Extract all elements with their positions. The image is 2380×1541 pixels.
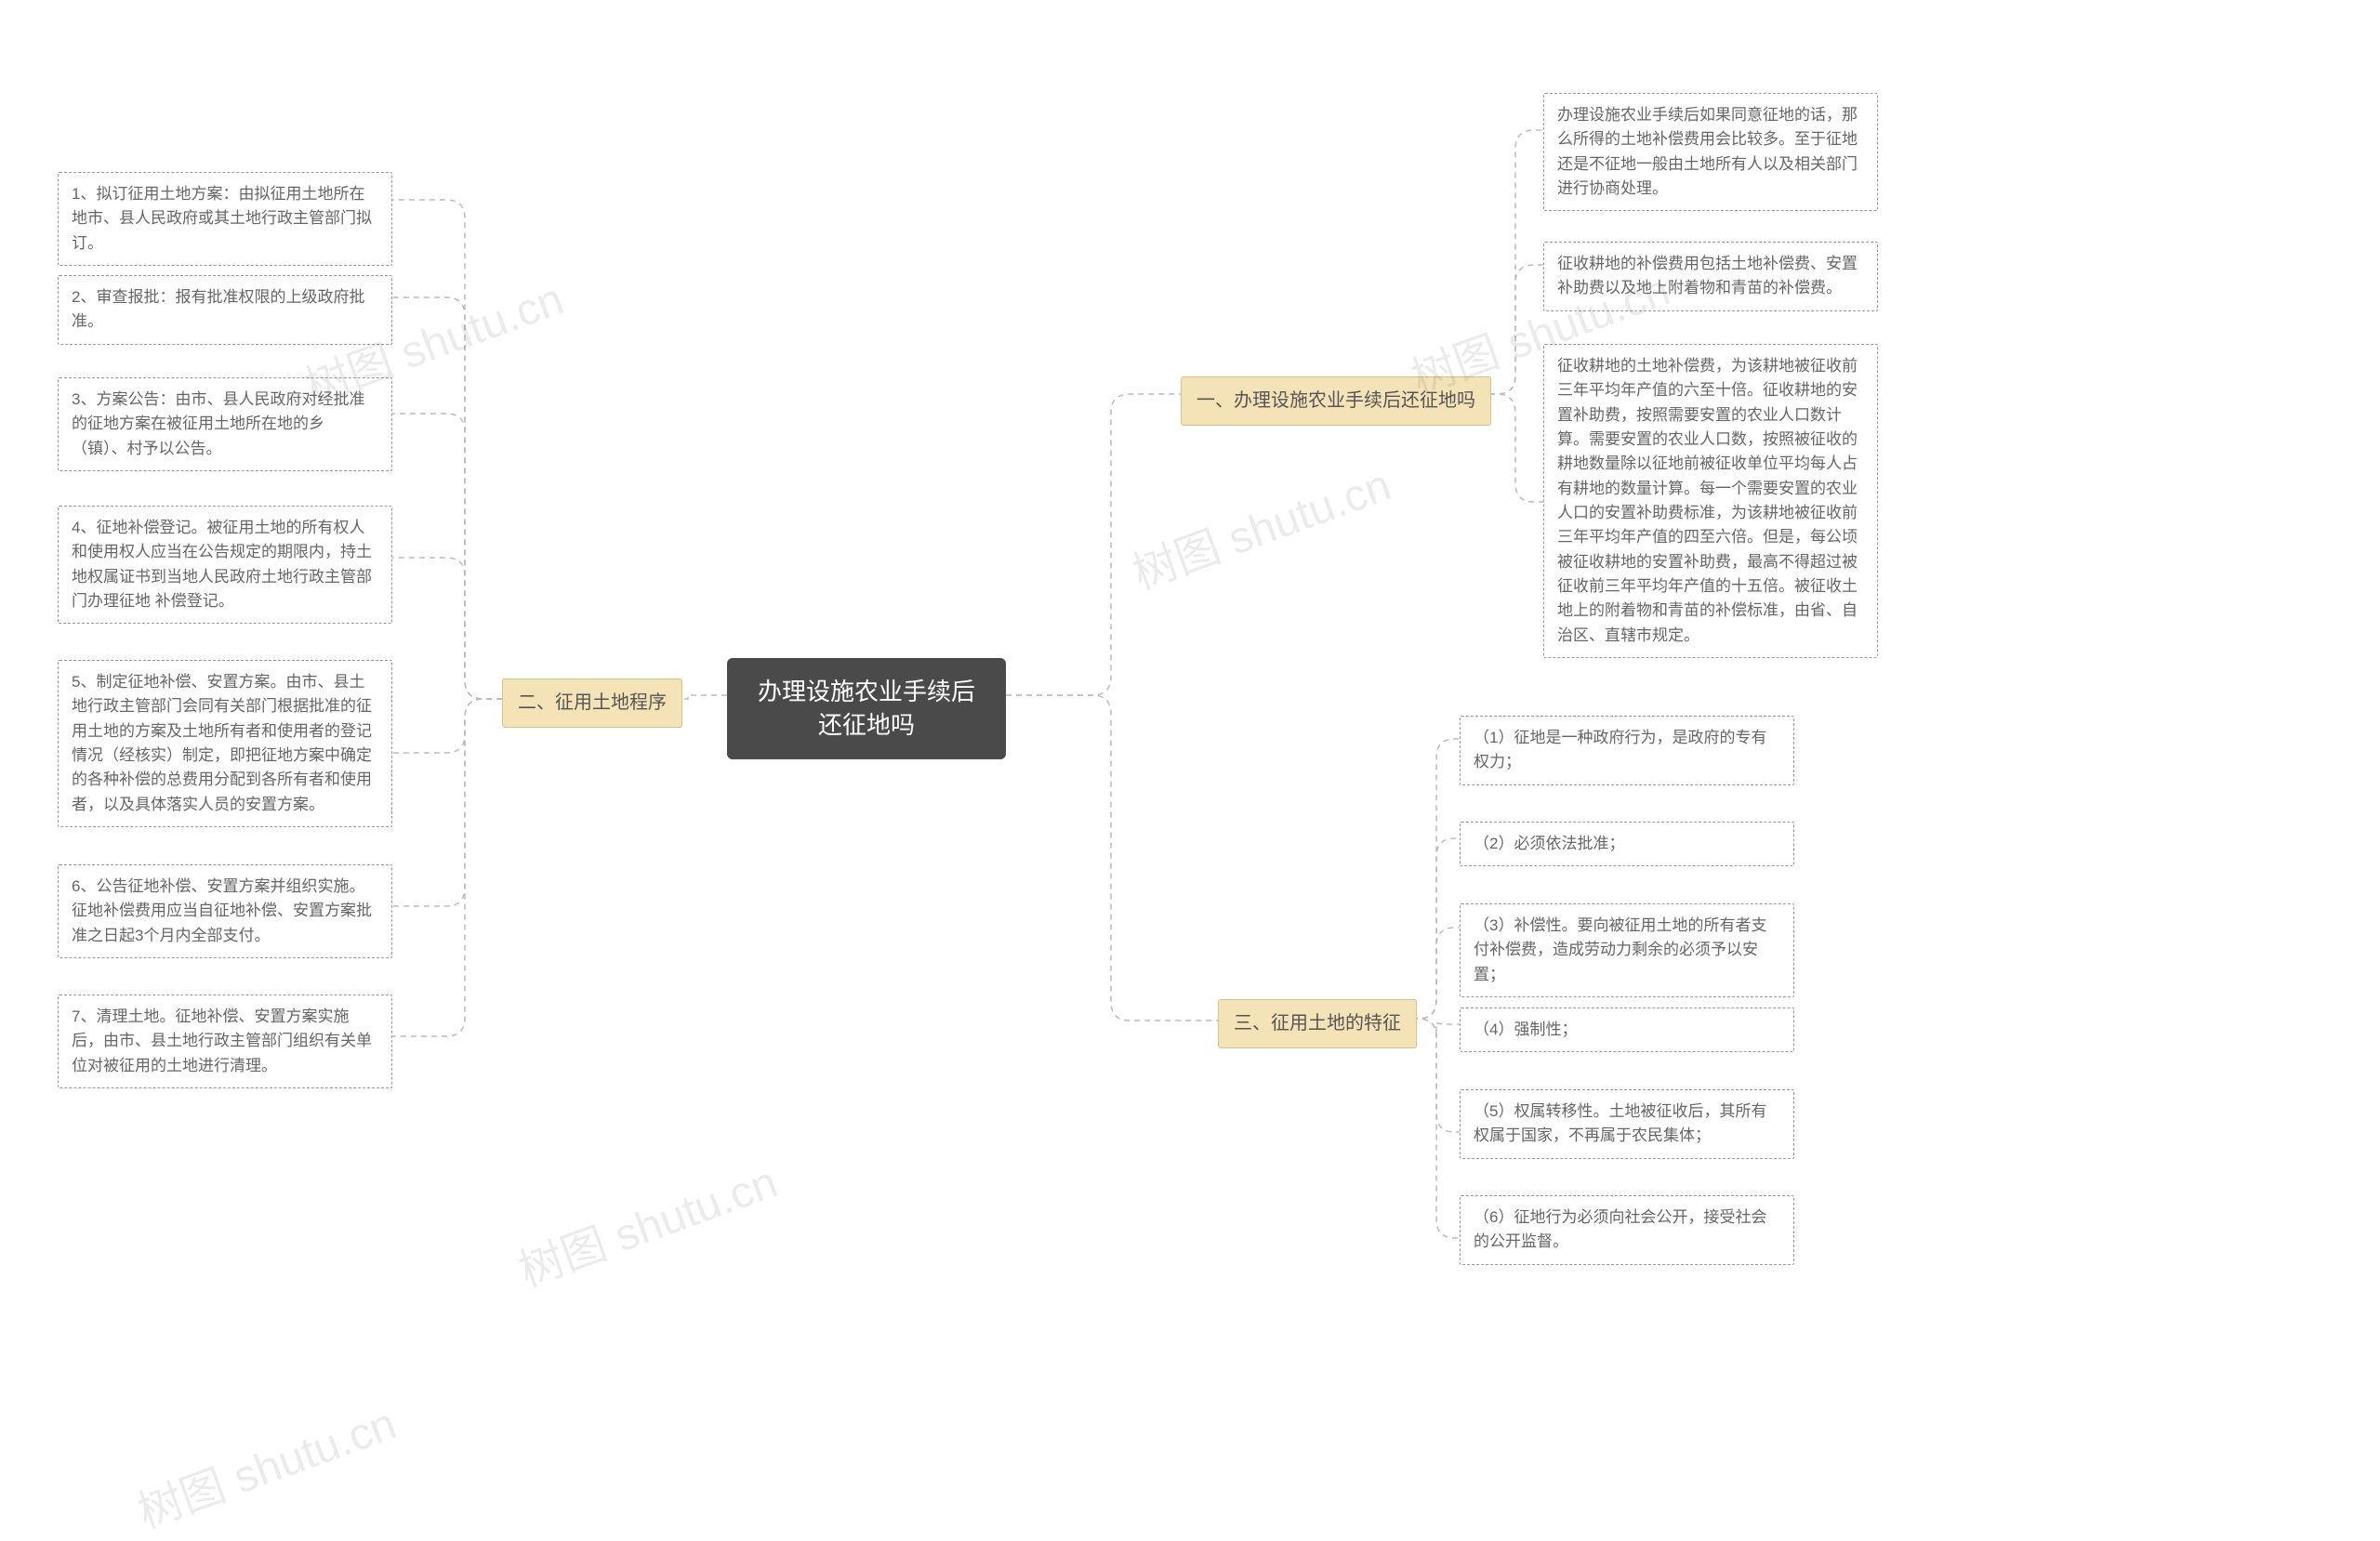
watermark-1: 树图 shutu.cn xyxy=(1122,448,1398,601)
connector-2 xyxy=(1006,695,1218,1021)
branch-1-leaf-2: 征收耕地的土地补偿费，为该耕地被征收前三年平均年产值的六至十倍。征收耕地的安置补… xyxy=(1543,344,1878,658)
branch-2-leaf-2: 3、方案公告：由市、县人民政府对经批准的征地方案在被征用土地所在地的乡（镇）、村… xyxy=(58,377,392,471)
branch-2-leaf-4: 5、制定征地补偿、安置方案。由市、县土地行政主管部门会同有关部门根据批准的征用土… xyxy=(58,660,392,827)
connector-18 xyxy=(1402,1019,1460,1238)
connector-8 xyxy=(392,414,502,699)
connector-11 xyxy=(392,699,502,906)
watermark-3: 树图 shutu.cn xyxy=(127,1387,403,1540)
branch-2: 二、征用土地程序 xyxy=(502,678,682,728)
connector-0 xyxy=(1006,394,1181,695)
watermark-2: 树图 shutu.cn xyxy=(509,1145,785,1298)
branch-3-leaf-5: （6）征地行为必须向社会公开，接受社会的公开监督。 xyxy=(1460,1195,1794,1265)
branch-2-leaf-3: 4、征地补偿登记。被征用土地的所有权人和使用权人应当在公告规定的期限内，持土地权… xyxy=(58,506,392,624)
connector-6 xyxy=(392,200,502,699)
center-node: 办理设施农业手续后还征地吗 xyxy=(727,658,1006,759)
connector-13 xyxy=(1402,739,1460,1019)
branch-1-leaf-1: 征收耕地的补偿费用包括土地补偿费、安置补助费以及地上附着物和青苗的补偿费。 xyxy=(1543,242,1878,311)
connector-10 xyxy=(392,699,502,753)
connector-3 xyxy=(1469,130,1543,394)
branch-3: 三、征用土地的特征 xyxy=(1218,999,1417,1048)
branch-1-leaf-0: 办理设施农业手续后如果同意征地的话，那么所得的土地补偿费用会比较多。至于征地还是… xyxy=(1543,93,1878,211)
connector-9 xyxy=(392,558,502,699)
connector-4 xyxy=(1469,265,1543,394)
branch-2-leaf-5: 6、公告征地补偿、安置方案并组织实施。征地补偿费用应当自征地补偿、安置方案批准之… xyxy=(58,864,392,958)
branch-1: 一、办理设施农业手续后还征地吗 xyxy=(1181,376,1491,426)
branch-2-leaf-0: 1、拟订征用土地方案：由拟征用土地所在地市、县人民政府或其土地行政主管部门拟订。 xyxy=(58,172,392,266)
branch-3-leaf-2: （3）补偿性。要向被征用土地的所有者支付补偿费，造成劳动力剩余的必须予以安置； xyxy=(1460,903,1794,997)
branch-2-leaf-6: 7、清理土地。征地补偿、安置方案实施后，由市、县土地行政主管部门组织有关单位对被… xyxy=(58,994,392,1088)
branch-2-leaf-1: 2、审查报批：报有批准权限的上级政府批准。 xyxy=(58,275,392,345)
connector-14 xyxy=(1402,838,1460,1019)
branch-3-leaf-4: （5）权属转移性。土地被征收后，其所有权属于国家，不再属于农民集体； xyxy=(1460,1089,1794,1159)
branch-3-leaf-0: （1）征地是一种政府行为，是政府的专有权力； xyxy=(1460,716,1794,785)
branch-3-leaf-3: （4）强制性； xyxy=(1460,1008,1794,1052)
branch-3-leaf-1: （2）必须依法批准； xyxy=(1460,822,1794,866)
connector-12 xyxy=(392,699,502,1036)
connector-7 xyxy=(392,297,502,699)
